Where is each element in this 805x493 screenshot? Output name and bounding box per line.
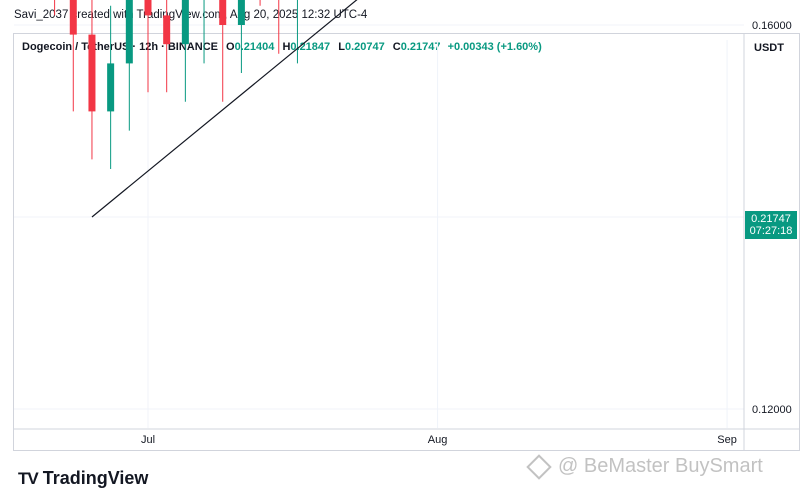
low-value: 0.20747 (344, 41, 385, 53)
currency-label[interactable]: USDT (754, 42, 784, 54)
close-label: C (392, 41, 401, 53)
bar-countdown: 07:27:18 (749, 225, 793, 237)
high-value: 0.21847 (290, 41, 331, 53)
chart-frame (13, 33, 800, 451)
watermark: @ BeMaster BuySmart (526, 453, 763, 480)
ohlc-legend: Dogecoin / TetherUS · 12h · BINANCE O0.2… (22, 41, 542, 53)
change-value: +0.00343 (+1.60%) (447, 41, 542, 53)
tradingview-logo-icon: TV (18, 468, 39, 488)
last-price-value: 0.21747 (751, 213, 791, 225)
low-label: L (338, 41, 345, 53)
diamond-icon (526, 453, 552, 480)
open-label: O (226, 41, 235, 53)
close-value: 0.21747 (400, 41, 441, 53)
last-price-tag: 0.21747 07:27:18 (745, 211, 797, 239)
tradingview-brand[interactable]: TV TradingView (18, 468, 148, 489)
watermark-text: @ BeMaster BuySmart (558, 455, 763, 477)
y-tick-label: 0.16000 (752, 20, 792, 32)
open-value: 0.21404 (234, 41, 275, 53)
chart-caption: Savi_2037 created with TradingView.com, … (14, 9, 368, 21)
symbol-label[interactable]: Dogecoin / TetherUS · 12h · BINANCE (22, 41, 218, 53)
brand-name: TradingView (42, 468, 149, 488)
